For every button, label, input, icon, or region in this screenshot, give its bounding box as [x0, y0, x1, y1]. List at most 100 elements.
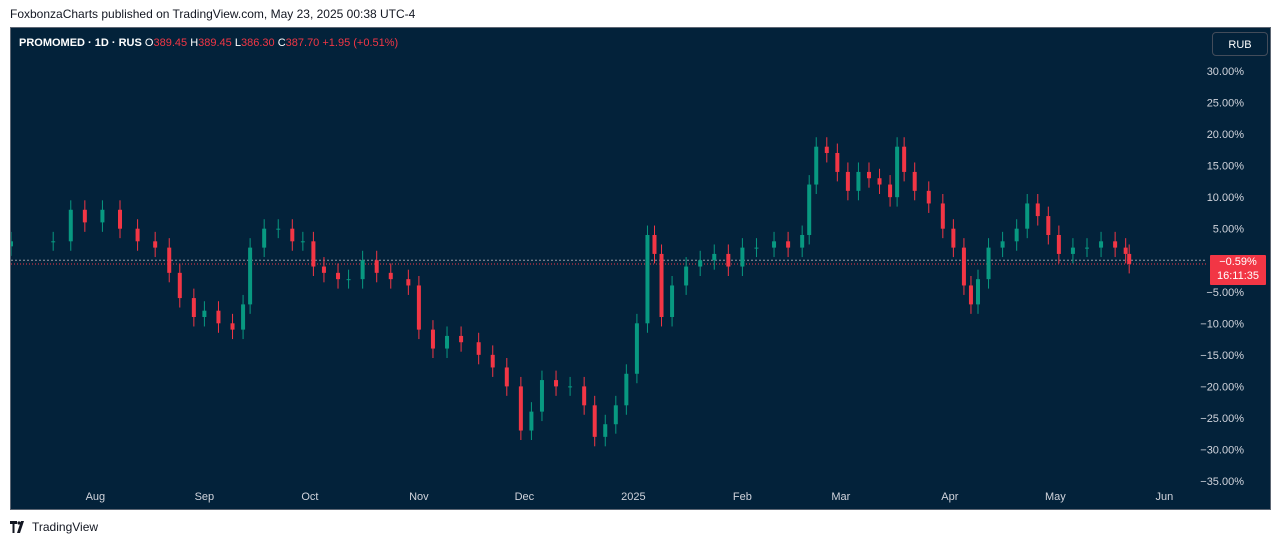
candle-body: [167, 247, 172, 273]
candle-body: [300, 241, 305, 243]
candle-body: [951, 228, 956, 248]
candle-body: [800, 235, 805, 248]
candle-body: [445, 335, 450, 349]
x-tick-label: Jun: [1155, 491, 1173, 503]
candlestick-chart[interactable]: 30.00%25.00%20.00%15.00%10.00%5.00%0.00%…: [11, 28, 1270, 509]
candle-body: [645, 235, 650, 324]
candle-body: [603, 424, 608, 437]
candle-body: [248, 247, 253, 305]
y-tick-label: 20.00%: [1207, 129, 1245, 141]
candle-body: [406, 279, 411, 286]
candle-body: [975, 279, 980, 305]
candle-body: [772, 241, 777, 248]
candle-body: [726, 253, 731, 267]
candle-body: [118, 209, 123, 229]
candle-body: [961, 247, 966, 286]
candle-body: [986, 247, 991, 280]
candle-body: [311, 241, 316, 267]
candle-body: [202, 310, 207, 317]
y-tick-label: 5.00%: [1213, 224, 1244, 236]
candle-body: [634, 323, 639, 374]
candle-body: [262, 228, 267, 248]
y-tick-label: 25.00%: [1207, 98, 1245, 110]
x-tick-label: Nov: [409, 491, 429, 503]
candle-body: [504, 367, 509, 387]
candle-body: [177, 272, 182, 299]
y-tick-label: −10.00%: [1200, 318, 1244, 330]
candle-body: [346, 279, 351, 281]
candle-body: [968, 285, 973, 305]
y-tick-label: −20.00%: [1200, 381, 1244, 393]
close-label: C: [277, 37, 286, 49]
candle-body: [582, 386, 587, 406]
chart-panel[interactable]: PROMOMED · 1D · RUS O389.45 H389.45 L386…: [10, 27, 1271, 510]
candle-body: [135, 228, 140, 242]
x-tick-label: Feb: [733, 491, 752, 503]
candle-body: [895, 146, 900, 198]
candle-body: [684, 266, 689, 286]
candle-body: [290, 228, 295, 242]
candle-body: [1127, 253, 1132, 264]
candle-body: [835, 153, 840, 172]
candle-body: [336, 272, 341, 280]
candle-body: [51, 241, 56, 243]
candle-body: [241, 304, 246, 330]
candle-body: [321, 266, 326, 273]
candle-body: [856, 171, 861, 191]
footer-brand: TradingView: [10, 520, 98, 534]
ohlc-legend: PROMOMED · 1D · RUS O389.45 H389.45 L386…: [19, 37, 398, 49]
candle-body: [430, 329, 435, 349]
publisher-attribution: FoxbonzaCharts published on TradingView.…: [10, 7, 416, 21]
candle-body: [68, 209, 73, 242]
high-label: H: [190, 37, 199, 49]
candle-body: [1123, 247, 1128, 254]
candle-body: [866, 171, 871, 179]
symbol-label[interactable]: PROMOMED · 1D · RUS: [19, 37, 142, 49]
currency-button[interactable]: RUB: [1212, 32, 1268, 56]
candle-body: [388, 272, 393, 280]
candle-body: [416, 285, 421, 330]
candle-body: [276, 228, 281, 230]
tradingview-logo-icon: [10, 521, 24, 533]
candle-body: [902, 146, 907, 172]
candle-body: [624, 373, 629, 406]
y-tick-label: 15.00%: [1207, 161, 1245, 173]
candle-body: [554, 380, 559, 387]
change-value: +1.95 (+0.51%): [322, 37, 399, 49]
y-tick-label: −35.00%: [1200, 476, 1244, 488]
candle-body: [807, 184, 812, 235]
candle-body: [814, 146, 819, 185]
candle-body: [786, 241, 791, 248]
candle-body: [1070, 247, 1075, 254]
high-value: 389.45: [198, 37, 232, 49]
candle-body: [888, 184, 893, 198]
candle-body: [11, 241, 13, 247]
bar-countdown: 16:11:35: [1216, 270, 1259, 282]
candle-body: [360, 260, 365, 280]
last-price-value: −0.59%: [1219, 256, 1257, 268]
candle-body: [659, 253, 664, 317]
candle-body: [670, 285, 675, 317]
candle-body: [1035, 203, 1040, 217]
x-tick-label: May: [1045, 491, 1066, 503]
candle-body: [926, 190, 931, 204]
candle-body: [1113, 241, 1118, 248]
candle-body: [824, 146, 829, 153]
x-tick-label: Dec: [515, 491, 535, 503]
open-value: 389.45: [153, 37, 188, 49]
candle-body: [754, 247, 759, 249]
close-value: 387.70: [285, 37, 320, 49]
candle-body: [191, 298, 196, 317]
y-tick-label: −15.00%: [1200, 350, 1244, 362]
candle-body: [740, 247, 745, 267]
candle-body: [539, 380, 544, 412]
candle-body: [153, 241, 158, 248]
candle-body: [518, 386, 523, 431]
candle-body: [82, 209, 87, 223]
candle-body: [230, 323, 235, 330]
candle-body: [1099, 241, 1104, 248]
y-tick-label: −25.00%: [1200, 413, 1244, 425]
candle-body: [940, 203, 945, 229]
candle-body: [216, 310, 221, 324]
y-tick-label: −30.00%: [1200, 444, 1244, 456]
